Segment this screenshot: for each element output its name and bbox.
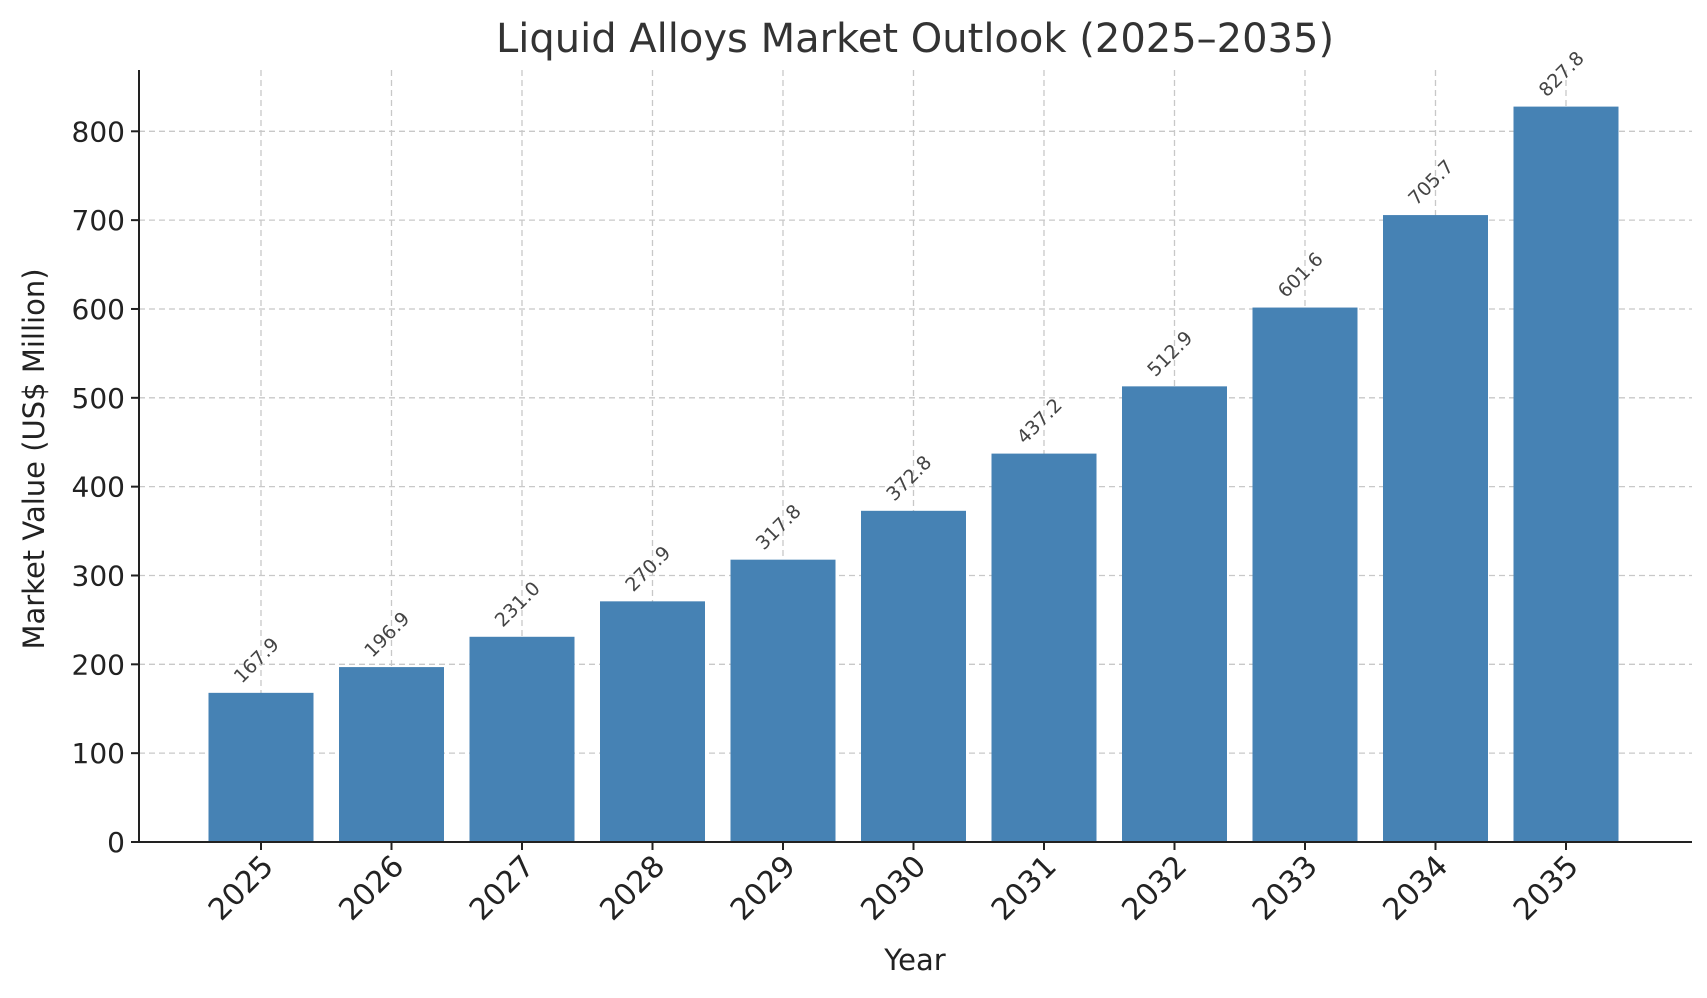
bar-2032	[1122, 386, 1227, 842]
x-tick-label: 2035	[1507, 849, 1586, 928]
y-tick-label: 500	[72, 382, 125, 415]
y-tick-label: 300	[72, 559, 125, 592]
data-label-2033: 601.6	[1274, 248, 1328, 302]
x-tick-label: 2032	[1115, 849, 1194, 928]
y-tick-label: 700	[72, 204, 125, 237]
x-tick-label: 2025	[202, 849, 281, 928]
bar-2031	[991, 453, 1097, 842]
y-tick-label: 600	[72, 293, 125, 326]
y-tick-label: 400	[72, 471, 125, 504]
bar-2029	[730, 559, 836, 842]
bar-2035	[1513, 106, 1619, 843]
x-tick-label: 2027	[463, 849, 542, 928]
data-label-2035: 827.8	[1535, 47, 1589, 101]
bar-2028	[600, 601, 705, 842]
y-tick-label: 200	[72, 648, 125, 681]
bar-2033	[1252, 307, 1358, 842]
x-tick-label: 2030	[854, 849, 933, 928]
data-label-2031: 437.2	[1013, 394, 1067, 448]
x-tick-label: 2026	[332, 849, 411, 928]
bar-2030	[861, 510, 966, 842]
bar-2034	[1383, 215, 1488, 843]
x-tick-label: 2034	[1376, 849, 1455, 928]
x-tick-label: 2033	[1246, 849, 1325, 928]
bar-2026	[339, 667, 444, 842]
data-label-2026: 196.9	[360, 608, 414, 662]
bar-2025	[208, 692, 314, 842]
data-label-2025: 167.9	[230, 634, 284, 688]
x-tick-label: 2028	[593, 849, 672, 928]
x-axis-label: Year	[883, 943, 945, 977]
data-label-2032: 512.9	[1143, 327, 1197, 381]
y-tick-label: 0	[107, 826, 125, 859]
x-tick-label: 2029	[724, 849, 803, 928]
bar-2027	[469, 636, 575, 842]
y-tick-label: 800	[72, 115, 125, 148]
chart-title: Liquid Alloys Market Outlook (2025–2035)	[496, 16, 1334, 62]
data-label-2034: 705.7	[1404, 156, 1458, 210]
data-label-2028: 270.9	[621, 542, 675, 596]
data-label-2029: 317.8	[752, 500, 806, 554]
bars	[208, 106, 1619, 843]
data-label-2030: 372.8	[882, 452, 936, 506]
y-tick-label: 100	[72, 737, 125, 770]
data-label-2027: 231.0	[491, 578, 545, 632]
x-tick-label: 2031	[985, 849, 1064, 928]
y-axis-label: Market Value (US$ Million)	[17, 268, 51, 649]
